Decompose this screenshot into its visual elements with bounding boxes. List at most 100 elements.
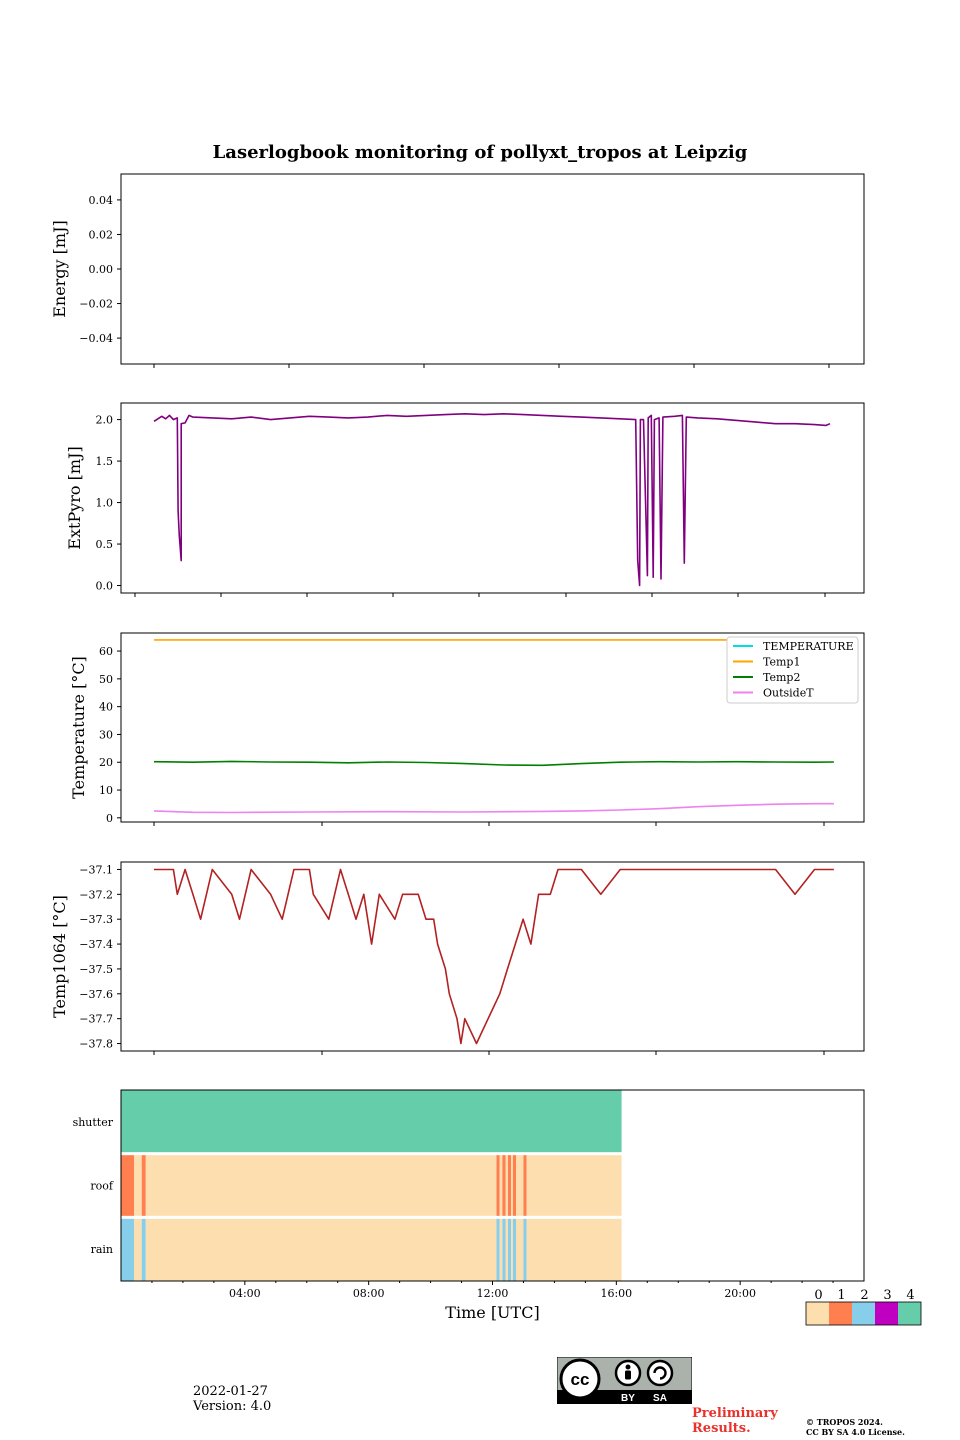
- status-cell-roof: [523, 1155, 527, 1216]
- series-line-outsidet: [153, 802, 834, 814]
- status-cell-roof: [499, 1155, 503, 1216]
- y-tick-label: 0.5: [96, 538, 114, 551]
- y-tick-label: 50: [99, 673, 113, 686]
- panel-status: shutter roof rain 04:00 08:00 12:00 16:00 20:00…: [73, 1089, 865, 1322]
- panel-energy: 0.04 0.02 0.00 −0.02 −0.04 Energy [mJ]: [50, 173, 865, 368]
- plot-frame: [120, 402, 865, 594]
- y-tick-label: −37.6: [79, 988, 113, 1001]
- status-cell-rain: [502, 1218, 506, 1281]
- chart-title: Laserlogbook monitoring of pollyxt_tropo…: [213, 142, 748, 163]
- x-tick-label: 08:00: [353, 1287, 385, 1300]
- status-cell-roof: [505, 1155, 508, 1216]
- y-tick-label: 20: [99, 756, 113, 769]
- status-cell-rain: [145, 1218, 497, 1281]
- status-cell-roof: [507, 1155, 512, 1216]
- colorbar-frame: [805, 1301, 922, 1326]
- cc-icon-text: cc: [571, 1370, 590, 1389]
- legend-label-temp2: Temp2: [763, 671, 800, 684]
- panel-temp1064: −37.1 −37.2 −37.3 −37.4 −37.5 −37.6 −37.7 −37.8…: [50, 861, 865, 1055]
- y-tick-label: −37.4: [79, 938, 113, 951]
- by-label: BY: [621, 1393, 635, 1404]
- preliminary-line-2: Results.: [692, 1421, 751, 1436]
- plot-frame: [120, 173, 865, 365]
- y-axis-label: Energy [mJ]: [50, 220, 69, 318]
- status-cell-roof: [121, 1155, 135, 1216]
- status-cell-rain: [511, 1218, 513, 1281]
- y-tick-label: 1.0: [96, 497, 114, 510]
- x-tick-label: 16:00: [600, 1287, 632, 1300]
- x-axis-label: Time [UTC]: [445, 1303, 539, 1322]
- status-cell-rain: [121, 1218, 135, 1281]
- status-cell-shutter: [121, 1090, 622, 1153]
- y-tick-label: −37.3: [79, 913, 113, 926]
- y-tick-label: 0.0: [96, 580, 114, 593]
- y-tick-label: −37.8: [79, 1038, 113, 1051]
- cc-license-badge: cc BY SA: [557, 1357, 692, 1404]
- status-cell-roof: [512, 1155, 517, 1216]
- status-cell-roof: [511, 1155, 513, 1216]
- y-tick-label: −0.04: [79, 332, 113, 345]
- plot-frame: [120, 861, 865, 1052]
- legend-label-temperature: TEMPERATURE: [763, 640, 854, 653]
- colorbar-cell-0: [806, 1302, 829, 1325]
- by-icon-body: [625, 1370, 631, 1380]
- row-label-rain: rain: [91, 1243, 113, 1256]
- y-tick-label: −37.1: [79, 863, 113, 876]
- colorbar-cell-1: [829, 1302, 852, 1325]
- y-axis-label: ExtPyro [mJ]: [65, 446, 84, 549]
- status-cell-roof: [502, 1155, 506, 1216]
- colorbar-cell-2: [852, 1302, 875, 1325]
- y-tick-label: 1.5: [96, 455, 114, 468]
- y-tick-label: 10: [99, 784, 113, 797]
- x-tick-label: 20:00: [724, 1287, 756, 1300]
- status-cell-rain: [507, 1218, 512, 1281]
- panel-extpyro: 2.0 1.5 1.0 0.5 0.0 ExtPyro [mJ]: [65, 402, 865, 597]
- plot-frame: [120, 632, 865, 823]
- colorbar-label-4: 4: [906, 1288, 914, 1303]
- colorbar-cell-4: [898, 1302, 921, 1325]
- colorbar-label-3: 3: [883, 1288, 891, 1303]
- status-cell-roof: [145, 1155, 497, 1216]
- y-tick-label: −0.02: [79, 298, 113, 311]
- y-tick-label: 60: [99, 645, 113, 658]
- series-line-temp2: [153, 760, 834, 767]
- copyright-line-1: © TROPOS 2024.: [806, 1417, 883, 1427]
- by-icon-head: [625, 1364, 631, 1370]
- y-axis-label: Temperature [°C]: [69, 656, 88, 799]
- preliminary-results-note: Preliminary Results.: [692, 1406, 778, 1436]
- status-cell-rain: [512, 1218, 517, 1281]
- sa-icon: [646, 1359, 674, 1387]
- status-cell-roof: [516, 1155, 524, 1216]
- series-line-temp1064: [154, 868, 834, 1045]
- status-cell-roof: [526, 1155, 622, 1216]
- colorbar-label-1: 1: [837, 1288, 845, 1303]
- sa-label: SA: [653, 1393, 667, 1404]
- version-label: Version: 4.0: [193, 1399, 272, 1414]
- status-cell-roof: [496, 1155, 500, 1216]
- y-tick-label: 2.0: [96, 414, 114, 427]
- date-label: 2022-01-27: [193, 1384, 268, 1399]
- y-tick-label: 0.04: [89, 194, 114, 207]
- y-axis-label: Temp1064 [°C]: [50, 895, 69, 1018]
- row-label-shutter: shutter: [73, 1116, 114, 1129]
- y-tick-label: −37.2: [79, 888, 113, 901]
- x-tick-label: 04:00: [229, 1287, 261, 1300]
- status-cell-roof: [141, 1155, 146, 1216]
- y-tick-label: −37.7: [79, 1013, 113, 1026]
- legend-label-temp1: Temp1: [763, 656, 800, 669]
- status-cell-rain: [141, 1218, 146, 1281]
- colorbar-cell-3: [875, 1302, 898, 1325]
- legend: TEMPERATURE Temp1 Temp2 OutsideT: [726, 636, 859, 704]
- status-cell-roof: [134, 1155, 142, 1216]
- y-tick-label: 0: [106, 812, 113, 825]
- copyright-note: © TROPOS 2024. CC BY SA 4.0 License.: [806, 1417, 905, 1437]
- sa-icon-arrow: [653, 1366, 667, 1380]
- status-cell-rain: [516, 1218, 524, 1281]
- panel-temperature: 60 50 40 30 20 10 0 Temperature [°C] TEMPERATURE…: [69, 632, 865, 826]
- y-tick-label: 40: [99, 701, 113, 714]
- legend-box: [726, 636, 859, 704]
- preliminary-line-1: Preliminary: [692, 1406, 778, 1421]
- status-cell-rain: [526, 1218, 622, 1281]
